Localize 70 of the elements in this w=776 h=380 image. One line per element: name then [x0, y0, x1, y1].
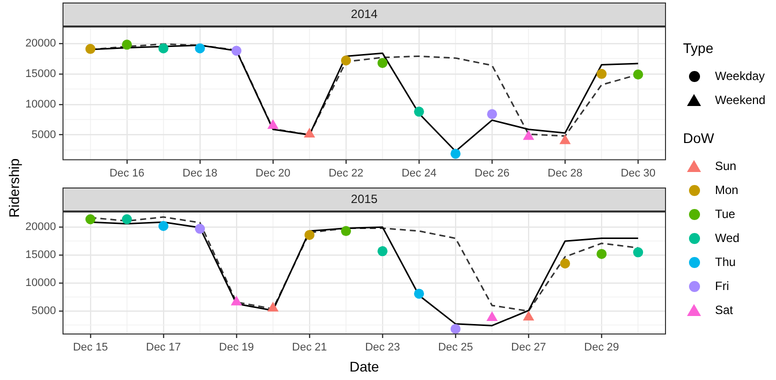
legend-title: DoW [683, 130, 716, 146]
point [596, 68, 607, 79]
point [304, 128, 316, 138]
x-tick-label: Dec 16 [109, 167, 144, 180]
point [267, 302, 279, 312]
legend-label: Mon [715, 183, 738, 197]
y-tick-label: 15000 [25, 68, 56, 80]
chart-title: 2014 [350, 6, 378, 21]
legend-label: Tue [715, 207, 736, 221]
y-axis-title: Ridership [6, 157, 22, 220]
x-tick-label: Dec 25 [438, 342, 473, 354]
y-tick-label: 15000 [25, 249, 56, 262]
point [450, 324, 461, 334]
y-tick-label: 10000 [25, 277, 56, 290]
point [378, 58, 388, 68]
point [122, 40, 132, 50]
point [340, 56, 351, 66]
x-axis-title: Date [349, 358, 380, 374]
point [522, 130, 534, 140]
x-tick-label: Dec 15 [72, 342, 108, 354]
x-tick-label: Dec 27 [511, 342, 546, 354]
point [633, 247, 644, 258]
x-tick-label: Dec 20 [256, 167, 290, 180]
point [560, 258, 570, 268]
y-tick-label: 20000 [25, 221, 56, 234]
legend-title: Type [683, 40, 714, 56]
point [486, 311, 498, 322]
x-tick-label: Dec 21 [292, 342, 327, 354]
text: Weekend [715, 93, 766, 107]
x-tick-label: Dec 29 [584, 342, 620, 354]
y-tick-label: 10000 [25, 98, 56, 110]
point [158, 220, 168, 231]
legend-label: Fri [715, 279, 729, 293]
x-tick-label: Dec 28 [548, 167, 583, 180]
point [267, 119, 279, 129]
point [158, 43, 168, 54]
point [340, 226, 351, 236]
x-tick-label: Dec 30 [620, 167, 656, 180]
point [414, 288, 424, 299]
point [231, 46, 242, 56]
x-tick-label: Dec 17 [146, 342, 181, 354]
x-tick-label: Dec 26 [474, 167, 510, 180]
point [487, 109, 498, 120]
point [414, 106, 424, 117]
point [378, 246, 388, 256]
point [230, 296, 242, 306]
x-tick-label: Dec 22 [328, 167, 364, 180]
legend-label: Sun [715, 159, 736, 173]
text: Weekday [715, 69, 765, 83]
point [85, 44, 96, 54]
legend-label: Sat [715, 303, 734, 317]
y-tick-label: 5000 [32, 305, 56, 318]
legend-label: Thu [715, 255, 736, 269]
x-tick-label: Dec 23 [365, 342, 400, 354]
legend-label: Wed [715, 231, 740, 245]
y-tick-label: 20000 [25, 37, 56, 50]
point [304, 230, 314, 240]
chart-title: 2015 [350, 192, 378, 206]
point [194, 43, 205, 54]
point [596, 248, 607, 259]
y-tick-label: 5000 [32, 128, 56, 141]
point [633, 70, 644, 80]
x-tick-label: Dec 24 [402, 167, 436, 180]
point [522, 310, 534, 320]
point [85, 214, 96, 224]
x-tick-label: Dec 19 [219, 342, 254, 354]
point [559, 134, 571, 144]
x-tick-label: Dec 18 [182, 167, 218, 180]
point [194, 224, 205, 234]
point [122, 214, 132, 224]
